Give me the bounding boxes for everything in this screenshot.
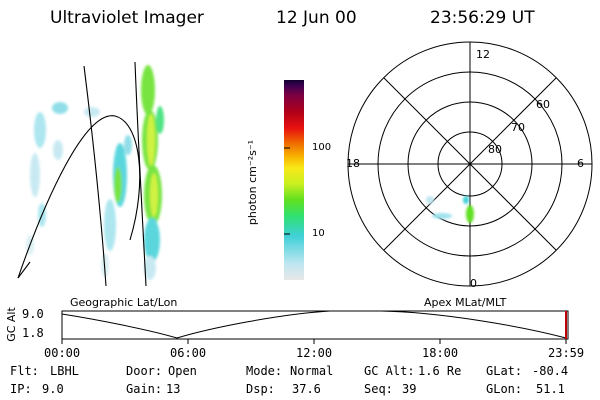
geographic-image — [17, 61, 164, 287]
seq-value: 39 — [402, 382, 417, 396]
mlt-label-12: 12 — [476, 48, 490, 61]
instrument-title: Ultraviolet Imager — [50, 8, 204, 28]
mlt-label-6: 6 — [577, 157, 584, 170]
timeline-right-title: Apex MLat/MLT — [424, 296, 507, 309]
colorbar-tick-10: 10 — [312, 228, 325, 239]
ip-value: 9.0 — [42, 382, 64, 396]
image-date: 12 Jun 00 — [276, 8, 357, 28]
timeline-ytick-1-8: 1.8 — [22, 326, 44, 340]
colorbar-unit-label: photon cm⁻²s⁻¹ — [246, 139, 260, 226]
dsp-label: Dsp: — [246, 382, 275, 396]
timeline-left-title: Geographic Lat/Lon — [70, 296, 178, 309]
mode-value: Normal — [290, 364, 334, 378]
polar-emission — [426, 196, 474, 223]
glat-value: -80.4 — [532, 364, 569, 378]
colorbar — [284, 80, 304, 280]
timeline-xtick-1800: 18:00 — [422, 346, 459, 360]
mlt-label-18: 18 — [346, 157, 360, 170]
timeline-xtick-1200: 12:00 — [296, 346, 333, 360]
lat-label-80: 80 — [488, 143, 502, 156]
timeline-xtick-0000: 00:00 — [44, 346, 81, 360]
timeline-xtick-0600: 06:00 — [170, 346, 207, 360]
timeline-xtick-2359: 23:59 — [548, 346, 585, 360]
gc-alt-label: GC Alt: — [364, 364, 415, 378]
seq-label: Seq: — [364, 382, 393, 396]
timeline-ytick-9: 9.0 — [22, 307, 44, 321]
timeline-axis-title: GC Alt — [4, 307, 18, 342]
filter-value: LBHL — [50, 364, 79, 378]
door-value: Open — [168, 364, 197, 378]
lat-label-70: 70 — [511, 121, 525, 134]
gain-value: 13 — [166, 382, 181, 396]
dsp-value: 37.6 — [292, 382, 321, 396]
glon-value: 51.1 — [536, 382, 565, 396]
filter-label: Flt: — [10, 364, 39, 378]
polar-plot — [347, 41, 593, 287]
colorbar-tick-100: 100 — [312, 142, 332, 153]
glon-label: GLon: — [486, 382, 523, 396]
mlt-label-0: 0 — [470, 277, 477, 290]
door-label: Door: — [126, 364, 163, 378]
altitude-timeline — [61, 310, 569, 344]
gc-alt-value: 1.6 Re — [418, 364, 462, 378]
mode-label: Mode: — [246, 364, 283, 378]
lat-label-60: 60 — [536, 98, 550, 111]
gain-label: Gain: — [126, 382, 163, 396]
glat-label: GLat: — [486, 364, 523, 378]
ip-label: IP: — [10, 382, 32, 396]
image-time: 23:56:29 UT — [430, 8, 535, 28]
